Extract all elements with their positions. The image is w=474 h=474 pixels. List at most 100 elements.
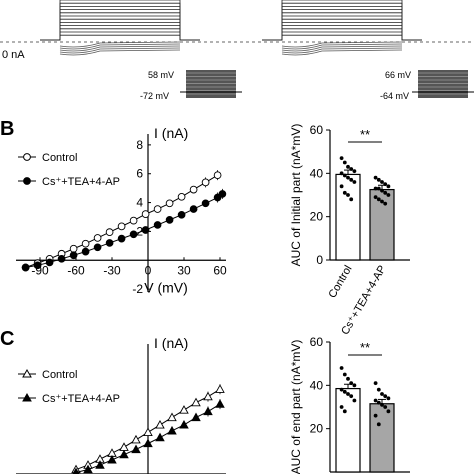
- individual-point: [349, 381, 354, 386]
- inward-current-trace: [59, 49, 181, 56]
- data-point: [141, 210, 150, 218]
- bar-y-tick-label: 60: [310, 123, 324, 137]
- data-point: [119, 442, 129, 451]
- bar-y-tick-label: 40: [310, 166, 324, 180]
- y-tick-label: 4: [136, 196, 143, 210]
- data-point: [177, 210, 186, 219]
- individual-point: [376, 197, 381, 202]
- legend-marker: [22, 392, 32, 402]
- right-protocol-bottom-label: -64 mV: [380, 91, 409, 101]
- left-protocol-bottom-label: -72 mV: [140, 91, 169, 101]
- data-point: [153, 221, 162, 229]
- data-point: [167, 412, 177, 422]
- individual-point: [373, 195, 378, 200]
- data-point: [105, 239, 114, 247]
- right-voltage-protocol-icon: [412, 70, 474, 98]
- individual-point: [383, 182, 388, 187]
- data-point: [155, 419, 165, 429]
- individual-point: [352, 383, 357, 388]
- data-point: [153, 205, 162, 213]
- data-point: [72, 467, 80, 474]
- individual-point: [342, 160, 347, 165]
- data-point: [201, 178, 210, 187]
- right-protocol-top-label: 66 mV: [385, 70, 411, 80]
- bar: [335, 173, 361, 261]
- legend-label: Control: [42, 369, 77, 381]
- data-point: [189, 205, 198, 213]
- data-point: [191, 397, 201, 407]
- individual-point: [386, 409, 391, 414]
- data-point: [81, 239, 90, 248]
- data-point: [105, 228, 114, 236]
- individual-point: [349, 197, 354, 202]
- bar: [369, 403, 395, 473]
- data-point: [117, 234, 126, 243]
- data-point: [179, 419, 189, 429]
- individual-point: [342, 173, 347, 178]
- current-trace: [262, 22, 422, 41]
- inward-current-trace: [281, 47, 403, 54]
- y-tick-label: -2: [132, 282, 143, 296]
- individual-point: [386, 184, 391, 189]
- individual-point: [349, 167, 354, 171]
- individual-point: [346, 392, 350, 396]
- data-point: [141, 226, 150, 234]
- left-protocol-top-label: 58 mV: [148, 70, 174, 80]
- individual-point: [376, 400, 381, 405]
- data-point: [21, 263, 30, 272]
- current-trace: [40, 22, 200, 41]
- individual-point: [349, 394, 354, 399]
- data-point: [179, 405, 189, 414]
- current-trace: [40, 2, 200, 41]
- data-point: [218, 190, 227, 198]
- individual-point: [346, 164, 350, 169]
- legend-marker: [22, 368, 32, 378]
- individual-point: [342, 409, 347, 414]
- inward-current-trace: [281, 41, 403, 48]
- protocol-background: [418, 70, 468, 98]
- individual-point: [383, 405, 388, 409]
- y-tick-label: 2: [136, 224, 143, 238]
- current-trace: [40, 34, 200, 41]
- series-line: [25, 174, 218, 268]
- current-trace: [40, 25, 200, 41]
- legend-label: Cs⁺+TEA+4-AP: [42, 393, 120, 405]
- inward-current-trace: [59, 47, 181, 54]
- data-point: [119, 449, 129, 459]
- data-point: [95, 460, 105, 469]
- right-current-traces: [262, 0, 422, 56]
- individual-point: [342, 190, 347, 195]
- individual-point: [346, 175, 350, 180]
- individual-point: [346, 193, 350, 197]
- current-trace: [262, 2, 422, 41]
- data-point: [213, 171, 222, 180]
- individual-point: [373, 175, 378, 180]
- individual-point: [383, 394, 388, 399]
- data-point: [203, 391, 213, 401]
- protocol-background: [186, 70, 236, 98]
- individual-point: [373, 413, 378, 418]
- legend-marker: [23, 153, 31, 161]
- individual-point: [380, 180, 384, 184]
- data-point: [177, 192, 186, 201]
- data-point: [107, 454, 117, 464]
- individual-point: [339, 171, 344, 176]
- x-axis-label: V (mV): [144, 279, 188, 295]
- inward-current-trace: [281, 43, 403, 50]
- x-tick-label: -60: [67, 263, 85, 277]
- x-tick-label: -30: [103, 263, 121, 277]
- individual-point: [386, 193, 391, 197]
- individual-point: [386, 396, 391, 401]
- data-point: [83, 464, 93, 474]
- left-current-traces: [40, 0, 200, 56]
- current-trace: [262, 31, 422, 41]
- legend-label: Cs⁺+TEA+4-AP: [42, 176, 120, 188]
- individual-point: [373, 186, 378, 191]
- y-axis-label: I (nA): [154, 335, 188, 351]
- data-point: [165, 199, 174, 208]
- individual-point: [373, 398, 378, 403]
- data-point: [167, 425, 177, 435]
- individual-point: [339, 387, 344, 392]
- data-point: [33, 261, 42, 270]
